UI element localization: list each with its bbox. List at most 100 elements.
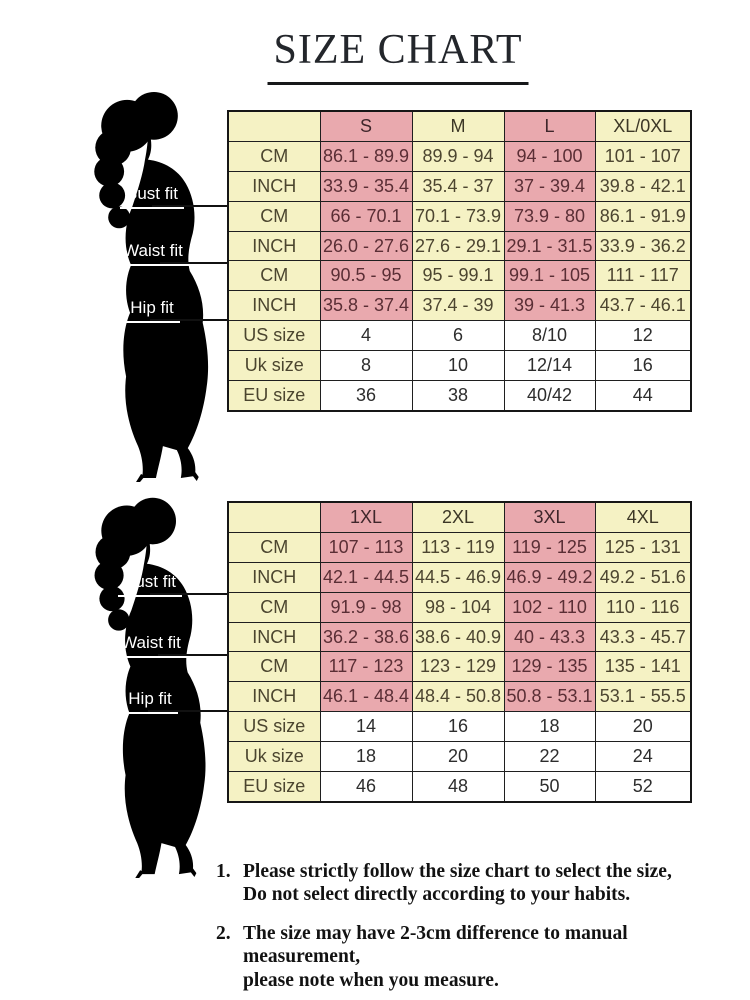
row-label-cell: US size — [227, 711, 321, 743]
row-label-cell: EU size — [227, 380, 321, 412]
corner-cell — [227, 501, 321, 533]
row-label-cell: EU size — [227, 771, 321, 803]
value-cell: 86.1 - 89.9 — [319, 140, 413, 172]
value-cell: 20 — [411, 741, 505, 773]
value-cell: 39 - 41.3 — [503, 290, 596, 322]
value-cell: 99.1 - 105 — [503, 260, 596, 292]
value-cell: 101 - 107 — [594, 140, 692, 172]
note-1: 1. Please strictly follow the size chart… — [216, 860, 741, 907]
size-header-cell: S — [319, 110, 413, 142]
size-table: 1XL 2XL 3XL 4XL CM 107 - 113 113 - 119 119 - 12… — [227, 501, 692, 803]
note-line: Do not select directly according to your… — [243, 884, 631, 906]
value-cell: 135 - 141 — [594, 651, 692, 683]
value-cell: 94 - 100 — [503, 140, 596, 172]
value-cell: 18 — [319, 741, 413, 773]
value-cell: 123 - 129 — [411, 651, 505, 683]
row-label-cell: CM — [227, 531, 321, 563]
value-cell: 50.8 - 53.1 — [503, 681, 596, 713]
value-cell: 43.7 - 46.1 — [594, 290, 692, 322]
value-cell: 22 — [503, 741, 596, 773]
value-cell: 90.5 - 95 — [319, 260, 413, 292]
value-cell: 37 - 39.4 — [503, 170, 596, 202]
value-cell: 119 - 125 — [503, 531, 596, 563]
size-table-plus: 1XL 2XL 3XL 4XL CM 107 - 113 113 - 119 119 - 12… — [227, 501, 692, 803]
value-cell: 29.1 - 31.5 — [503, 230, 596, 262]
value-cell: 48.4 - 50.8 — [411, 681, 505, 713]
waist-measure-line — [160, 262, 227, 264]
value-cell: 8/10 — [503, 320, 596, 352]
value-cell: 107 - 113 — [319, 531, 413, 563]
hip-fit-label: Hip fit — [124, 298, 180, 323]
row-label-cell: US size — [227, 320, 321, 352]
value-cell: 49.2 - 51.6 — [594, 561, 692, 593]
value-cell: 46 — [319, 771, 413, 803]
value-cell: 16 — [411, 711, 505, 743]
value-cell: 35.4 - 37 — [411, 170, 505, 202]
value-cell: 50 — [503, 771, 596, 803]
value-cell: 52 — [594, 771, 692, 803]
bust-fit-label: Bust fit — [120, 184, 184, 209]
value-cell: 46.9 - 49.2 — [503, 561, 596, 593]
value-cell: 66 - 70.1 — [319, 200, 413, 232]
size-header-cell: XL/0XL — [594, 110, 692, 142]
value-cell: 129 - 135 — [503, 651, 596, 683]
value-cell: 86.1 - 91.9 — [594, 200, 692, 232]
value-cell: 48 — [411, 771, 505, 803]
value-cell: 36.2 - 38.6 — [319, 621, 413, 653]
row-label-cell: Uk size — [227, 741, 321, 773]
value-cell: 18 — [503, 711, 596, 743]
value-cell: 113 - 119 — [411, 531, 505, 563]
value-cell: 102 - 110 — [503, 591, 596, 623]
value-cell: 125 - 131 — [594, 531, 692, 563]
value-cell: 33.9 - 35.4 — [319, 170, 413, 202]
woman-silhouette — [94, 91, 209, 482]
value-cell: 44 — [594, 380, 692, 412]
row-label-cell: INCH — [227, 621, 321, 653]
value-cell: 46.1 - 48.4 — [319, 681, 413, 713]
note-text: The size may have 2-3cm difference to ma… — [243, 922, 741, 992]
waist-fit-label: Waist fit — [112, 633, 190, 658]
value-cell: 44.5 - 46.9 — [411, 561, 505, 593]
value-cell: 98 - 104 — [411, 591, 505, 623]
value-cell: 8 — [319, 350, 413, 382]
note-number: 2. — [216, 922, 231, 944]
value-cell: 53.1 - 55.5 — [594, 681, 692, 713]
note-text: Please strictly follow the size chart to… — [243, 860, 741, 907]
row-label-cell: CM — [227, 651, 321, 683]
value-cell: 10 — [411, 350, 505, 382]
value-cell: 70.1 - 73.9 — [411, 200, 505, 232]
row-label-cell: CM — [227, 200, 321, 232]
size-header-cell: 3XL — [503, 501, 596, 533]
note-number: 1. — [216, 861, 231, 882]
value-cell: 37.4 - 39 — [411, 290, 505, 322]
waist-measure-line — [158, 654, 227, 656]
value-cell: 43.3 - 45.7 — [594, 621, 692, 653]
note-2: 2. The size may have 2-3cm difference to… — [216, 922, 741, 992]
value-cell: 16 — [594, 350, 692, 382]
value-cell: 4 — [319, 320, 413, 352]
size-table-regular: S M L XL/0XL CM 86.1 - 89.9 89.9 - 94 94 - 100 1… — [227, 110, 692, 412]
value-cell: 14 — [319, 711, 413, 743]
notes-block: 1. Please strictly follow the size chart… — [216, 860, 741, 992]
value-cell: 38 — [411, 380, 505, 412]
woman-silhouette — [94, 497, 206, 878]
note-line: The size may have 2-3cm difference to ma… — [243, 922, 628, 968]
value-cell: 27.6 - 29.1 — [411, 230, 505, 262]
value-cell: 110 - 116 — [594, 591, 692, 623]
size-header-cell: M — [411, 110, 505, 142]
row-label-cell: CM — [227, 260, 321, 292]
hip-measure-line — [150, 319, 227, 321]
value-cell: 12/14 — [503, 350, 596, 382]
page-title: SIZE CHART — [267, 26, 529, 85]
row-label-cell: Uk size — [227, 350, 321, 382]
bust-measure-line — [152, 205, 227, 207]
bust-measure-line — [150, 593, 227, 595]
value-cell: 42.1 - 44.5 — [319, 561, 413, 593]
value-cell: 12 — [594, 320, 692, 352]
value-cell: 117 - 123 — [319, 651, 413, 683]
row-label-cell: INCH — [227, 230, 321, 262]
value-cell: 35.8 - 37.4 — [319, 290, 413, 322]
value-cell: 24 — [594, 741, 692, 773]
value-cell: 39.8 - 42.1 — [594, 170, 692, 202]
